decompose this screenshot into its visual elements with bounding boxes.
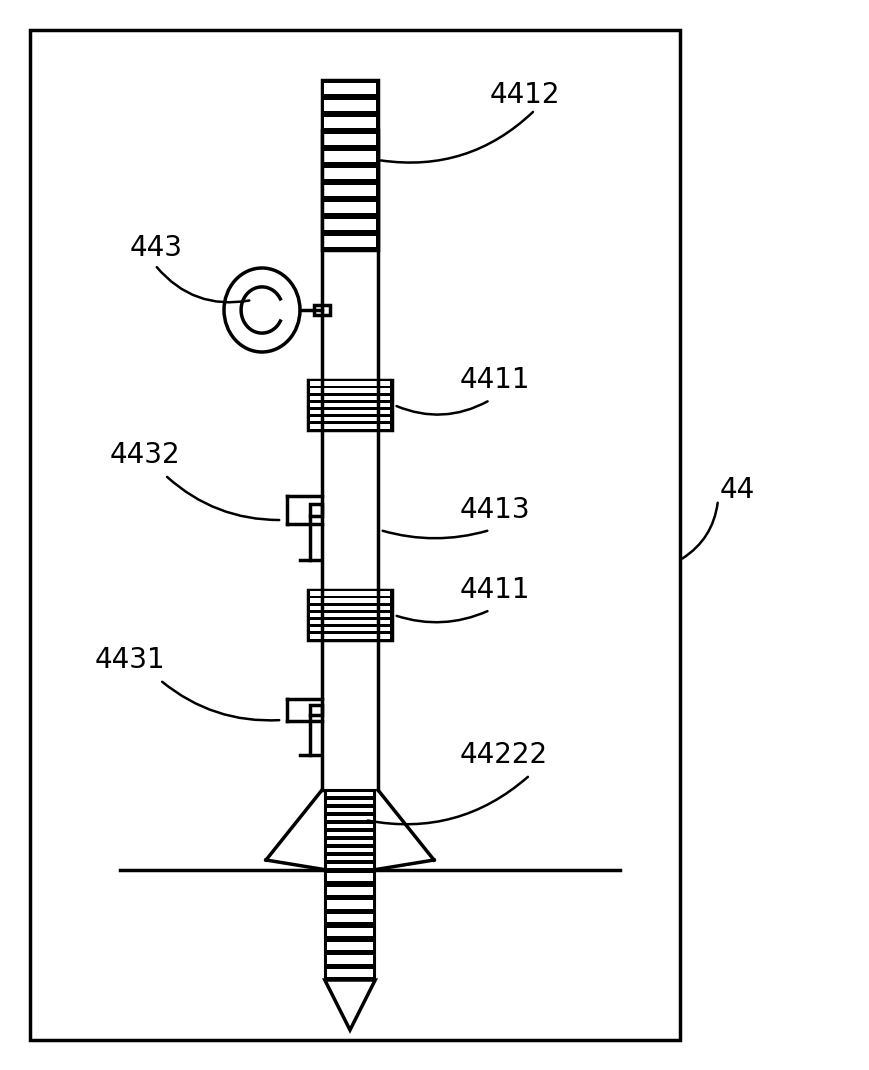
Bar — [323, 219, 375, 230]
Text: 4412: 4412 — [489, 81, 560, 109]
Bar — [327, 847, 373, 853]
Bar — [323, 83, 375, 93]
Bar — [327, 792, 373, 796]
Bar — [327, 928, 373, 936]
Bar — [327, 900, 373, 908]
Bar — [327, 887, 373, 895]
Bar — [327, 831, 373, 837]
Bar — [309, 598, 389, 602]
Bar — [309, 613, 389, 617]
Text: 4411: 4411 — [460, 366, 530, 394]
Bar — [327, 863, 373, 869]
Bar — [30, 30, 680, 1040]
Bar — [309, 635, 389, 639]
Text: 44222: 44222 — [460, 742, 547, 769]
Bar — [327, 969, 373, 977]
Bar — [327, 824, 373, 828]
Bar — [327, 942, 373, 950]
Bar — [309, 606, 389, 610]
Bar — [327, 840, 373, 844]
Bar — [327, 856, 373, 860]
Bar — [323, 135, 375, 144]
Bar — [308, 590, 392, 640]
Bar — [327, 873, 373, 881]
Bar — [309, 388, 389, 393]
Bar — [327, 808, 373, 812]
Polygon shape — [324, 980, 375, 1030]
Bar — [323, 185, 375, 196]
Text: 44: 44 — [720, 476, 754, 504]
Bar — [327, 815, 373, 821]
Bar — [309, 402, 389, 408]
Bar — [309, 410, 389, 414]
Bar — [309, 627, 389, 631]
Bar — [323, 168, 375, 179]
Text: 4413: 4413 — [460, 496, 530, 524]
Bar — [309, 504, 322, 516]
Bar — [323, 118, 375, 127]
Bar — [323, 101, 375, 110]
Bar — [309, 396, 389, 400]
Bar — [323, 151, 375, 162]
Text: 443: 443 — [129, 234, 182, 262]
Bar — [309, 417, 389, 422]
Text: 4411: 4411 — [460, 576, 530, 603]
Bar — [309, 705, 322, 715]
Bar — [324, 870, 375, 980]
Bar — [309, 592, 389, 596]
Bar — [314, 305, 329, 315]
Bar — [324, 790, 375, 870]
Bar — [327, 799, 373, 805]
Bar — [327, 914, 373, 922]
Bar — [308, 380, 392, 430]
Bar — [323, 236, 375, 246]
Bar — [323, 202, 375, 213]
Bar — [309, 424, 389, 429]
Text: 4432: 4432 — [109, 441, 181, 469]
Bar — [309, 620, 389, 624]
Bar — [309, 381, 389, 385]
Bar — [327, 956, 373, 963]
Bar — [322, 80, 377, 250]
Text: 4431: 4431 — [95, 646, 165, 674]
